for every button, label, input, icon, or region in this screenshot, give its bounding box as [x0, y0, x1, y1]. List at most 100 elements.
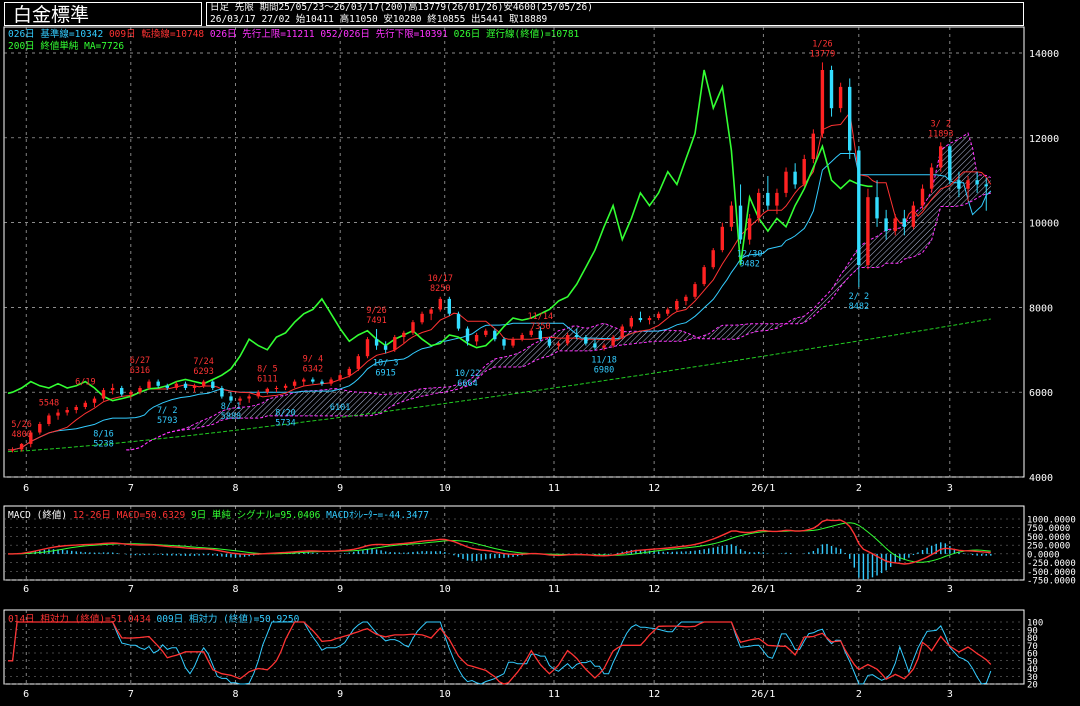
- candle-body: [638, 318, 643, 321]
- month-tick-label: 12: [648, 689, 660, 700]
- swing-high-date: 9/ 4: [303, 355, 323, 365]
- candle-body: [857, 150, 861, 265]
- swing-low-price: 6664: [457, 379, 477, 389]
- swing-high-price: 6342: [303, 365, 323, 375]
- swing-high-date: 10/17: [427, 274, 453, 284]
- legend-senkou-b: 052/026日 先行下限=10391: [320, 29, 448, 40]
- swing-high-date: 11/14: [528, 312, 554, 322]
- candle-body: [538, 330, 542, 340]
- swing-high-date: 6/27: [130, 356, 150, 366]
- swing-low-date: 8/16: [93, 430, 113, 440]
- month-tick-label: 10: [439, 584, 451, 595]
- candle-body: [838, 86, 843, 109]
- candle-body: [365, 339, 370, 357]
- month-tick-label: 26/1: [751, 483, 775, 494]
- main-panel-frame: [3, 26, 1025, 478]
- candle-body: [474, 335, 479, 342]
- candle-body: [411, 322, 415, 333]
- candle-body: [511, 339, 515, 346]
- candle-body: [110, 388, 115, 391]
- candle-body: [929, 167, 934, 189]
- month-tick-label: 7: [128, 584, 134, 595]
- macd-tick-label: 1000.0000: [1027, 516, 1076, 526]
- candle-body: [775, 192, 779, 206]
- kijun-line: [8, 153, 992, 451]
- candle-body: [520, 335, 524, 340]
- senkou-a-line: [126, 132, 992, 451]
- ma200-line: [7, 318, 991, 453]
- swing-high-date: 5/26: [11, 420, 31, 430]
- swing-low-price: 5734: [275, 418, 295, 428]
- candle-body: [766, 192, 770, 206]
- month-tick-label: 3: [947, 483, 953, 494]
- candle-body: [866, 197, 870, 265]
- macd-legend-osc: MACDｵｼﾚｰﾀｰ=-44.3477: [326, 510, 429, 521]
- rsi-legend: 014日 相対力 (終値)=51.0434 009日 相対力 (終値)=50.9…: [8, 614, 299, 625]
- candle-body: [29, 432, 33, 444]
- candle-body: [138, 388, 142, 393]
- candle-body: [147, 381, 151, 388]
- candle-body: [265, 388, 269, 393]
- candle-body: [920, 188, 925, 206]
- month-tick-label: 11: [548, 483, 560, 494]
- candle-body: [438, 298, 442, 310]
- candle-body: [120, 388, 124, 395]
- chikou-line: [7, 69, 873, 402]
- rsi-legend-14: 014日 相対力 (終値)=51.0434: [8, 614, 151, 625]
- candle-body: [711, 250, 715, 268]
- candle-body: [802, 159, 806, 185]
- candle-body: [593, 343, 597, 348]
- candle-body: [302, 379, 306, 382]
- rsi-tick-label: 40: [1027, 665, 1038, 675]
- legend-tenkan: 009日 転換線=10748: [108, 29, 205, 40]
- candle-body: [156, 381, 160, 386]
- ichimoku-cloud: [126, 133, 991, 450]
- candle-body: [948, 146, 952, 181]
- macd-tick-label: 0.0000: [1027, 550, 1060, 560]
- candle-body: [629, 318, 633, 327]
- rsi14-line: [8, 621, 992, 685]
- legend-chikou: 026日 遅行線(終値)=10781: [453, 29, 580, 40]
- month-tick-label: 2: [856, 483, 862, 494]
- swing-low-price: 5888: [221, 412, 241, 422]
- candle-body: [484, 330, 488, 335]
- candle-body: [966, 180, 970, 189]
- month-tick-label: 12: [648, 483, 660, 494]
- month-tick-label: 8: [232, 584, 238, 595]
- price-tick-label: 4000: [1029, 473, 1053, 484]
- month-tick-label: 11: [548, 584, 560, 595]
- candle-body: [529, 330, 533, 335]
- candle-body: [65, 410, 69, 413]
- price-tick-label: 10000: [1029, 219, 1059, 230]
- candle-body: [820, 70, 825, 134]
- candle-body: [320, 381, 324, 384]
- candle-body: [556, 343, 561, 346]
- candle-body: [356, 356, 360, 369]
- swing-high-date: 9/26: [366, 306, 386, 316]
- swing-low-price: 9482: [739, 260, 759, 270]
- month-tick-label: 7: [128, 689, 134, 700]
- swing-high-price: 8250: [430, 284, 450, 294]
- macd-legend-title: MACD (終値): [8, 510, 68, 521]
- swing-high-price: 11893: [928, 129, 954, 139]
- candle-body: [811, 133, 815, 159]
- macd-panel-frame: [3, 505, 1025, 581]
- macd-signal-line: [8, 522, 991, 563]
- candle-body: [38, 424, 42, 433]
- swing-low-date: 8/ 1: [221, 402, 241, 412]
- candle-body: [902, 218, 906, 227]
- candle-body: [620, 326, 624, 338]
- candle-body: [702, 267, 706, 285]
- legend-kijun: 026日 基準線=10342: [8, 29, 104, 40]
- candle-body: [975, 180, 979, 185]
- macd-tick-label: 750.0000: [1027, 524, 1070, 534]
- swing-high-price: 5548: [39, 398, 59, 408]
- candle-body: [238, 398, 242, 401]
- macd-legend: MACD (終値) 12-26日 MACD=50.6329 9日 単純 シグナル…: [8, 510, 429, 521]
- swing-high-date: 6/19: [75, 378, 95, 388]
- swing-high-price: 13779: [810, 49, 836, 59]
- month-tick-label: 6: [23, 483, 29, 494]
- candle-body: [675, 301, 679, 310]
- candle-body: [129, 392, 133, 395]
